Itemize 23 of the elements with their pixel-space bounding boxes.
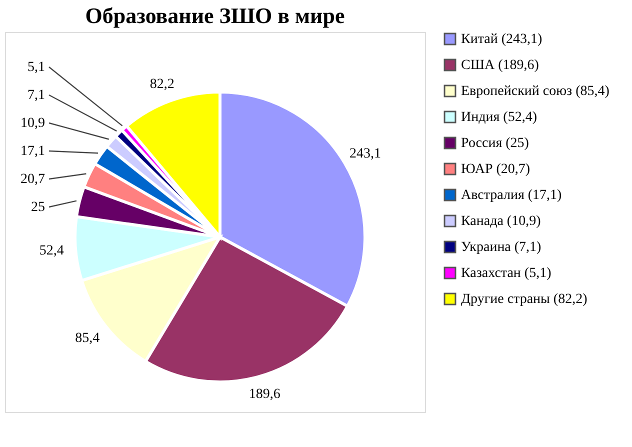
legend-label: Австралия (17,1) — [461, 188, 562, 203]
data-label: 7,1 — [28, 88, 45, 103]
data-label: 17,1 — [20, 144, 45, 159]
legend-label: Россия (25) — [461, 136, 530, 151]
chart-title: Образование ЗШО в мире — [85, 3, 345, 28]
data-label: 10,9 — [20, 116, 45, 131]
legend-label: Канада (10,9) — [461, 214, 542, 229]
legend-label: Другие страны (82,2) — [461, 292, 588, 307]
legend-label: США (189,6) — [461, 58, 540, 73]
legend-label: Украина (7,1) — [461, 240, 542, 255]
data-label: 85,4 — [75, 330, 100, 346]
data-label: 20,7 — [20, 172, 45, 187]
data-label: 82,2 — [150, 76, 174, 92]
data-label: 52,4 — [39, 243, 64, 258]
legend-label: Казахстан (5,1) — [461, 266, 552, 281]
legend-label: Индия (52,4) — [461, 110, 538, 125]
data-label: 243,1 — [349, 146, 381, 162]
data-label: 189,6 — [248, 387, 280, 402]
legend-label: Китай (243,1) — [461, 32, 542, 47]
legend-label: ЮАР (20,7) — [461, 162, 530, 177]
data-label: 25 — [31, 200, 45, 215]
legend-label: Европейский союз (85,4) — [461, 84, 610, 99]
data-label: 5,1 — [28, 60, 45, 75]
